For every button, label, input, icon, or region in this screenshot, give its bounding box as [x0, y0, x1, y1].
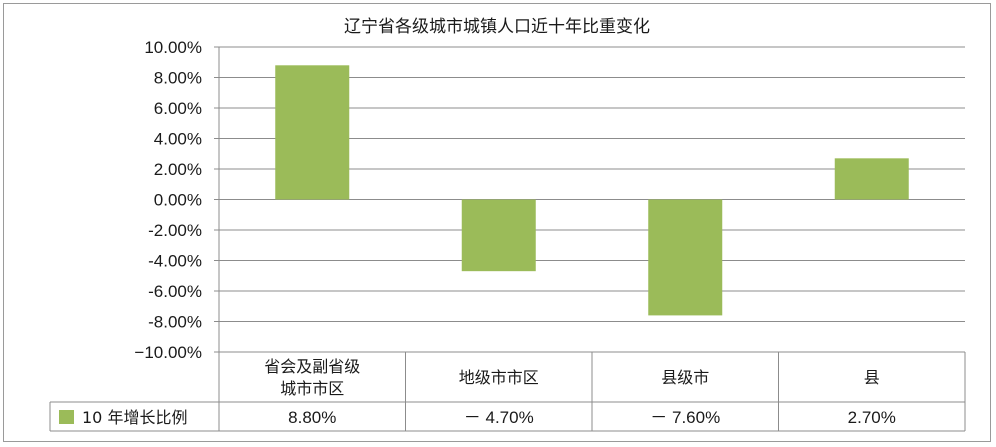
y-tick-label: -4.00%: [148, 252, 202, 271]
legend-label: 10 年增长比例: [82, 408, 187, 427]
y-tick-label: 0.00%: [154, 191, 202, 210]
bar: [834, 158, 909, 200]
y-tick-label: 8.00%: [154, 69, 202, 88]
bar: [275, 65, 350, 200]
y-tick-label: -6.00%: [148, 282, 202, 301]
y-tick-label: -8.00%: [148, 313, 202, 332]
y-tick-label: −10.00%: [134, 343, 202, 362]
x-category-label: 县级市: [661, 368, 709, 387]
y-tick-label: 10.00%: [144, 38, 202, 57]
bars: [275, 65, 909, 316]
table-value: 2.70%: [848, 408, 896, 427]
y-tick-labels: 10.00% 8.00% 6.00% 4.00% 2.00% 0.00% -2.00% -4.…: [134, 38, 202, 362]
x-category-label: 城市市区: [280, 379, 344, 398]
legend-swatch: [59, 410, 74, 424]
y-tick-label: -2.00%: [148, 221, 202, 240]
x-category-label: 省会及副省级: [264, 357, 360, 376]
table-value: 8.80%: [288, 408, 336, 427]
y-tick-label: 4.00%: [154, 130, 202, 149]
bar: [648, 199, 723, 316]
y-tick-label: 2.00%: [154, 160, 202, 179]
x-category-label: 县: [864, 368, 880, 387]
table-value: － 4.70%: [464, 408, 534, 427]
y-tick-label: 6.00%: [154, 99, 202, 118]
x-category-label: 地级市市区: [459, 368, 539, 387]
bar: [461, 199, 536, 272]
table-value: － 7.60%: [650, 408, 720, 427]
chart-title: 辽宁省各级城市城镇人口近十年比重变化: [344, 17, 650, 37]
